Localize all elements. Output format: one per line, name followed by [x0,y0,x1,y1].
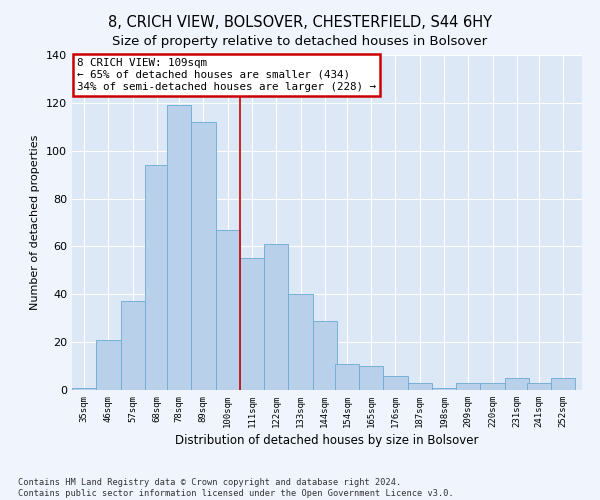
Bar [407,383,432,390]
Bar [167,106,191,390]
Bar [551,378,575,390]
Bar [432,388,456,390]
Bar [191,122,215,390]
Bar [240,258,264,390]
Bar [456,383,481,390]
Bar [505,378,529,390]
Bar [383,376,407,390]
Y-axis label: Number of detached properties: Number of detached properties [31,135,40,310]
X-axis label: Distribution of detached houses by size in Bolsover: Distribution of detached houses by size … [175,434,479,447]
Bar [335,364,359,390]
Text: Contains HM Land Registry data © Crown copyright and database right 2024.
Contai: Contains HM Land Registry data © Crown c… [18,478,454,498]
Text: 8 CRICH VIEW: 109sqm
← 65% of detached houses are smaller (434)
34% of semi-deta: 8 CRICH VIEW: 109sqm ← 65% of detached h… [77,58,376,92]
Bar [359,366,383,390]
Bar [527,383,551,390]
Bar [96,340,121,390]
Bar [215,230,240,390]
Bar [313,320,337,390]
Bar [481,383,505,390]
Bar [121,302,145,390]
Text: 8, CRICH VIEW, BOLSOVER, CHESTERFIELD, S44 6HY: 8, CRICH VIEW, BOLSOVER, CHESTERFIELD, S… [108,15,492,30]
Bar [289,294,313,390]
Bar [145,165,169,390]
Text: Size of property relative to detached houses in Bolsover: Size of property relative to detached ho… [112,35,488,48]
Bar [264,244,289,390]
Bar [72,388,96,390]
